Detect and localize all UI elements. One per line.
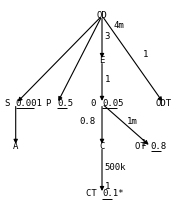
Text: 0.001: 0.001 — [16, 99, 43, 108]
Text: 500k: 500k — [105, 162, 126, 172]
Text: A: A — [13, 142, 18, 151]
Text: 3: 3 — [105, 32, 110, 41]
Text: 1m: 1m — [126, 118, 137, 126]
Text: OT: OT — [135, 142, 151, 151]
Text: 0.05: 0.05 — [102, 99, 123, 108]
Text: P: P — [46, 99, 57, 108]
Text: S: S — [5, 99, 16, 108]
Text: C: C — [99, 142, 105, 151]
Text: 0.8: 0.8 — [151, 142, 167, 151]
Text: 4m: 4m — [113, 21, 124, 30]
Text: 0: 0 — [91, 99, 102, 108]
Text: 0.1*: 0.1* — [102, 189, 123, 198]
Text: 1: 1 — [143, 50, 149, 59]
Text: OD: OD — [97, 11, 107, 20]
Text: 0.8: 0.8 — [80, 118, 96, 126]
Text: CT: CT — [86, 189, 102, 198]
Text: E: E — [99, 56, 105, 65]
Text: 1: 1 — [140, 139, 146, 148]
Text: 0.5: 0.5 — [57, 99, 73, 108]
Text: 1: 1 — [105, 75, 110, 84]
Text: ODT: ODT — [156, 99, 172, 108]
Text: 1: 1 — [105, 182, 110, 191]
